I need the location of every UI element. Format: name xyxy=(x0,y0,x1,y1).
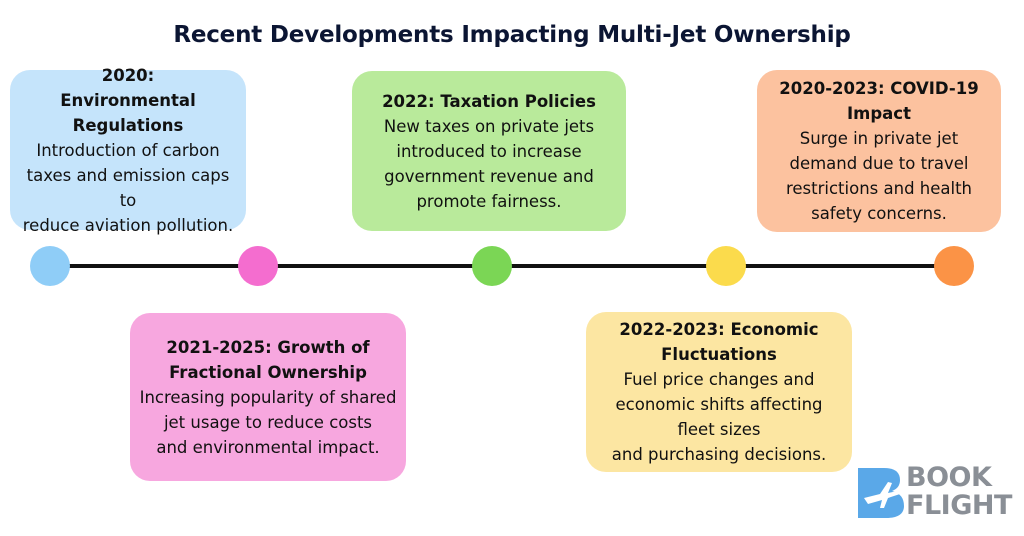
timeline-dot-economic xyxy=(706,246,746,286)
timeline-dot-covid xyxy=(934,246,974,286)
event-title: 2021-2025: Growth of Fractional Ownershi… xyxy=(166,337,370,382)
logo-text-flight: FLIGHT xyxy=(906,490,1012,521)
book-flight-logo: BOOK FLIGHT xyxy=(854,462,1016,520)
event-description: Fuel price changes and economic shifts a… xyxy=(611,370,827,464)
event-card-covid: 2020-2023: COVID-19 Impact Surge in priv… xyxy=(757,70,1001,232)
timeline-dot-2020-environmental xyxy=(30,246,70,286)
diagram-title: Recent Developments Impacting Multi-Jet … xyxy=(173,22,851,48)
event-description: Increasing popularity of shared jet usag… xyxy=(139,387,397,457)
event-title: 2020-2023: COVID-19 Impact xyxy=(779,79,979,123)
event-description: New taxes on private jets introduced to … xyxy=(383,116,595,211)
event-title: 2022-2023: Economic Fluctuations xyxy=(619,320,819,364)
event-title: 2020: Environmental Regulations xyxy=(60,65,196,135)
plane-b-icon xyxy=(858,468,904,518)
event-title: 2022: Taxation Policies xyxy=(382,91,596,111)
event-card-2020-environmental: 2020: Environmental Regulations Introduc… xyxy=(10,66,246,235)
timeline-dot-taxation xyxy=(472,246,512,286)
event-card-taxation: 2022: Taxation Policies New taxes on pri… xyxy=(352,71,626,231)
event-description: Introduction of carbon taxes and emissio… xyxy=(22,140,234,235)
timeline-dot-fractional-ownership xyxy=(238,246,278,286)
event-card-economic: 2022-2023: Economic Fluctuations Fuel pr… xyxy=(586,312,852,472)
event-card-fractional-ownership: 2021-2025: Growth of Fractional Ownershi… xyxy=(130,313,406,481)
logo-text-book: BOOK xyxy=(906,462,992,493)
event-description: Surge in private jet demand due to trave… xyxy=(785,129,973,223)
